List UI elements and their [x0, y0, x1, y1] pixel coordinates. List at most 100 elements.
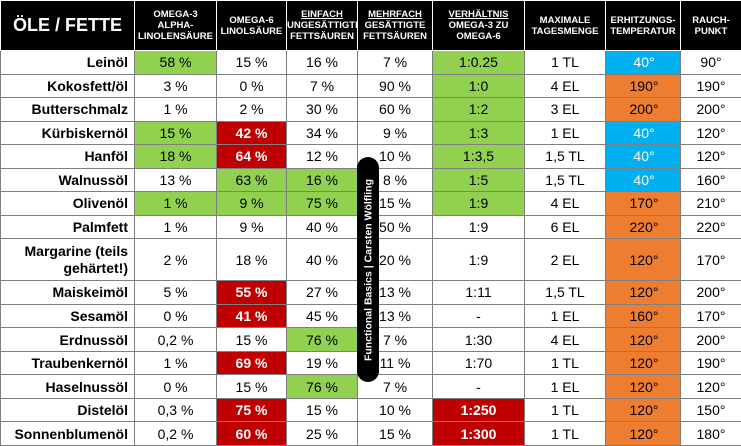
rauch-cell: 170° [680, 303, 741, 329]
header-line: MAXIMALE [539, 14, 591, 26]
menge-cell: 1 TL [524, 350, 606, 376]
rauch-cell: 150° [680, 397, 741, 423]
ratio-cell: 1:9 [432, 191, 525, 216]
ratio-cell: - [432, 374, 525, 399]
oil-name-cell: Walnussöl [0, 167, 135, 193]
oil-name-cell: Butterschmalz [0, 97, 135, 122]
erhitzung-cell: 120° [605, 421, 681, 446]
omega6-cell: 75 % [216, 397, 287, 423]
header-line: OMEGA-3 ZU [448, 20, 509, 31]
header-line: VERHÄLTNIS [448, 9, 509, 20]
oil-name-cell: Kokosfett/öl [0, 73, 135, 99]
ratio-cell: 1:9 [432, 214, 525, 240]
omega6-cell: 42 % [216, 120, 287, 146]
oil-name-cell: Margarine (teils gehärtet!) [0, 238, 135, 282]
omega6-cell: 15 % [216, 374, 287, 399]
oil-name-cell: Haselnussöl [0, 374, 135, 399]
ratio-cell: 1:300 [432, 421, 525, 446]
rauch-cell: 120° [680, 144, 741, 169]
omega3-cell: 58 % [134, 50, 217, 75]
table-row: Kürbiskernöl 15 % 42 % 34 % 9 % 1:3 1 EL 40° 120… [0, 120, 741, 146]
table-row: Leinöl 58 % 15 % 16 % 7 % 1:0.25 1 TL 40° 90° [0, 50, 741, 75]
omega3-cell: 0,2 % [134, 421, 217, 446]
menge-cell: 1,5 TL [524, 280, 606, 305]
omega3-cell: 1 % [134, 97, 217, 122]
rauch-cell: 190° [680, 73, 741, 99]
header-line: PUNKT [694, 25, 728, 37]
ratio-cell: - [432, 303, 525, 329]
erhitzung-cell: 220° [605, 214, 681, 240]
erhitzung-cell: 40° [605, 120, 681, 146]
menge-cell: 6 EL [524, 214, 606, 240]
rauch-cell: 210° [680, 191, 741, 216]
menge-cell: 1,5 TL [524, 144, 606, 169]
header-line: UNGESÄTTIGTE [287, 20, 358, 31]
omega6-cell: 0 % [216, 73, 287, 99]
header-line: RAUCH- [692, 14, 730, 26]
omega6-cell: 55 % [216, 280, 287, 305]
einfach-cell: 40 % [286, 214, 358, 240]
einfach-cell: 15 % [286, 397, 358, 423]
table-row: Traubenkernöl 1 % 69 % 19 % 11 % 1:70 1 TL 120°… [0, 350, 741, 376]
oil-name-cell: Distelöl [0, 397, 135, 423]
header-ratio: VERHÄLTNIS OMEGA-3 ZU OMEGA-6 [432, 0, 525, 51]
erhitzung-cell: 200° [605, 97, 681, 122]
omega6-cell: 69 % [216, 350, 287, 376]
watermark-bar [357, 157, 379, 382]
omega6-cell: 9 % [216, 191, 287, 216]
ratio-cell: 1:2 [432, 97, 525, 122]
header-rauch: RAUCH- PUNKT [680, 0, 741, 51]
header-line: TAGESMENGE [531, 25, 599, 37]
table-row: Haselnussöl 0 % 15 % 76 % 7 % -1 EL 120° 120° [0, 374, 741, 399]
omega3-cell: 15 % [134, 120, 217, 146]
erhitzung-cell: 120° [605, 397, 681, 423]
header-menge: MAXIMALE TAGESMENGE [524, 0, 606, 51]
rauch-cell: 190° [680, 350, 741, 376]
erhitzung-cell: 160° [605, 303, 681, 329]
erhitzung-cell: 120° [605, 327, 681, 352]
einfach-cell: 16 % [286, 167, 358, 193]
einfach-cell: 76 % [286, 327, 358, 352]
menge-cell: 1 TL [524, 397, 606, 423]
erhitzung-cell: 40° [605, 167, 681, 193]
omega3-cell: 18 % [134, 144, 217, 169]
omega3-cell: 0,3 % [134, 397, 217, 423]
menge-cell: 1,5 TL [524, 167, 606, 193]
ratio-cell: 1:5 [432, 167, 525, 193]
erhitzung-cell: 120° [605, 374, 681, 399]
omega6-cell: 60 % [216, 421, 287, 446]
menge-cell: 2 EL [524, 238, 606, 282]
header-line: ALPHA- [157, 20, 194, 31]
oil-name-cell: Sesamöl [0, 303, 135, 329]
rauch-cell: 160° [680, 167, 741, 193]
menge-cell: 4 EL [524, 73, 606, 99]
rauch-cell: 170° [680, 238, 741, 282]
oil-name-cell: Palmfett [0, 214, 135, 240]
omega3-cell: 5 % [134, 280, 217, 305]
header-line: OMEGA-6 [456, 31, 501, 42]
mehrfach-cell: 15 % [357, 421, 433, 446]
einfach-cell: 16 % [286, 50, 358, 75]
rauch-cell: 120° [680, 374, 741, 399]
erhitzung-cell: 120° [605, 280, 681, 305]
header-omega3: OMEGA-3 ALPHA- LINOLENSÄURE [134, 0, 217, 51]
oil-name-cell: Traubenkernöl [0, 350, 135, 376]
table-row: Sonnenblumenöl 0,2 % 60 % 25 % 15 % 1:300 1 TL… [0, 421, 741, 446]
erhitzung-cell: 170° [605, 191, 681, 216]
mehrfach-cell: 7 % [357, 50, 433, 75]
omega3-cell: 13 % [134, 167, 217, 193]
watermark-text: Functional Basics | Carsten Wölfling [362, 178, 374, 362]
einfach-cell: 34 % [286, 120, 358, 146]
header-einfach: EINFACH UNGESÄTTIGTE FETTSÄUREN [286, 0, 358, 51]
menge-cell: 1 TL [524, 421, 606, 446]
einfach-cell: 12 % [286, 144, 358, 169]
oil-name-cell: Kürbiskernöl [0, 120, 135, 146]
oil-name-line: gehärtet!) [63, 259, 128, 276]
table-row: Palmfett 1 % 9 % 40 % 50 % 1:9 6 EL 220° 220° [0, 214, 741, 240]
rauch-cell: 220° [680, 214, 741, 240]
table-row: Butterschmalz 1 % 2 % 30 % 60 % 1:2 3 EL 200° 20… [0, 97, 741, 122]
header-line: TEMPERATUR [610, 25, 676, 37]
table-row: Distelöl 0,3 % 75 % 15 % 10 % 1:250 1 TL 120° 15… [0, 397, 741, 423]
mehrfach-cell: 60 % [357, 97, 433, 122]
einfach-cell: 27 % [286, 280, 358, 305]
